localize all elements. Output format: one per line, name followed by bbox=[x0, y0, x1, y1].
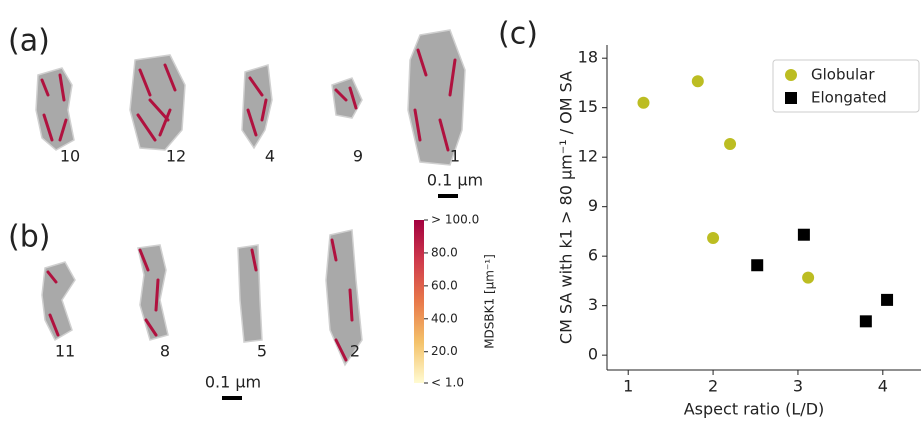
x-tick-label: 1 bbox=[623, 377, 633, 396]
panel-label: (b) bbox=[8, 220, 50, 255]
legend-label: Globular bbox=[811, 66, 875, 84]
colorbar-label: MDSBK1 [μm⁻¹] bbox=[483, 254, 497, 349]
point bbox=[707, 232, 720, 245]
particle-number: 1 bbox=[450, 147, 460, 166]
colorbar-tick-label: 60.0 bbox=[431, 278, 458, 292]
particle-number: 4 bbox=[265, 147, 275, 166]
point bbox=[691, 75, 704, 88]
y-tick-label: 6 bbox=[588, 246, 598, 265]
colorbar-tick-label: > 100.0 bbox=[431, 213, 479, 227]
legend-label: Elongated bbox=[811, 89, 887, 107]
particle-number: 10 bbox=[60, 147, 80, 166]
y-tick-label: 12 bbox=[578, 147, 598, 166]
particle-number: 11 bbox=[55, 342, 75, 361]
colorbar-tick-label: 40.0 bbox=[431, 311, 458, 325]
point bbox=[751, 259, 764, 272]
x-tick-label: 3 bbox=[793, 377, 803, 396]
point bbox=[859, 315, 872, 328]
point bbox=[881, 293, 894, 306]
particle-number: 12 bbox=[166, 147, 186, 166]
y-tick-label: 9 bbox=[588, 196, 598, 215]
y-tick-label: 18 bbox=[578, 48, 598, 67]
particle-number: 9 bbox=[353, 147, 363, 166]
colorbar-tick-label: < 1.0 bbox=[431, 376, 464, 390]
colorbar-tick-label: 80.0 bbox=[431, 245, 458, 259]
panel-label: (c) bbox=[498, 17, 538, 52]
y-tick-label: 3 bbox=[588, 295, 598, 314]
particle-number: 8 bbox=[160, 342, 170, 361]
scale-bar-label: 0.1 μm bbox=[205, 373, 261, 392]
particle-number: 5 bbox=[257, 342, 267, 361]
point bbox=[724, 137, 737, 150]
y-axis-label: CM SA with k1 > 80 μm⁻¹ / OM SA bbox=[557, 71, 576, 344]
legend-box bbox=[772, 59, 920, 113]
particle-number: 2 bbox=[350, 342, 360, 361]
point bbox=[797, 228, 810, 241]
y-tick-label: 0 bbox=[588, 345, 598, 364]
point bbox=[637, 96, 650, 109]
colorbar bbox=[414, 220, 424, 383]
x-tick-label: 2 bbox=[708, 377, 718, 396]
colorbar-tick-label: 20.0 bbox=[431, 344, 458, 358]
y-tick-label: 15 bbox=[578, 97, 598, 116]
legend-marker bbox=[785, 92, 797, 104]
legend-marker bbox=[785, 69, 797, 81]
scale-bar-label: 0.1 μm bbox=[427, 171, 483, 190]
particle-images bbox=[35, 29, 466, 367]
point bbox=[802, 271, 815, 284]
x-axis-label: Aspect ratio (L/D) bbox=[684, 400, 825, 419]
panel-label: (a) bbox=[8, 24, 50, 59]
x-tick-label: 4 bbox=[878, 377, 888, 396]
